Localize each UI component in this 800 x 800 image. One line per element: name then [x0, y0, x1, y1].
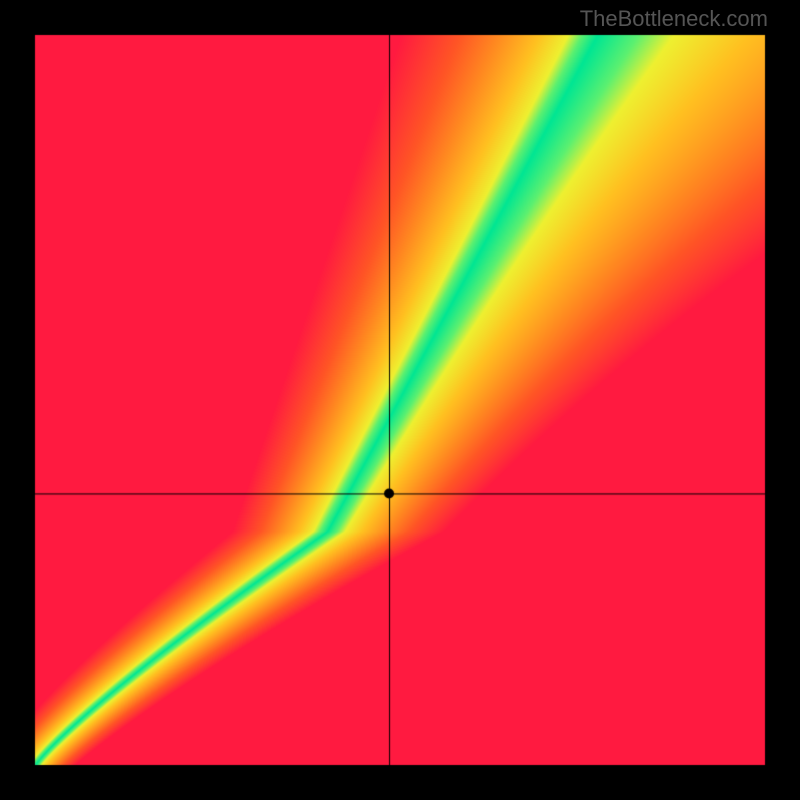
heatmap-canvas [0, 0, 800, 800]
watermark-text: TheBottleneck.com [580, 6, 768, 32]
chart-container: TheBottleneck.com [0, 0, 800, 800]
